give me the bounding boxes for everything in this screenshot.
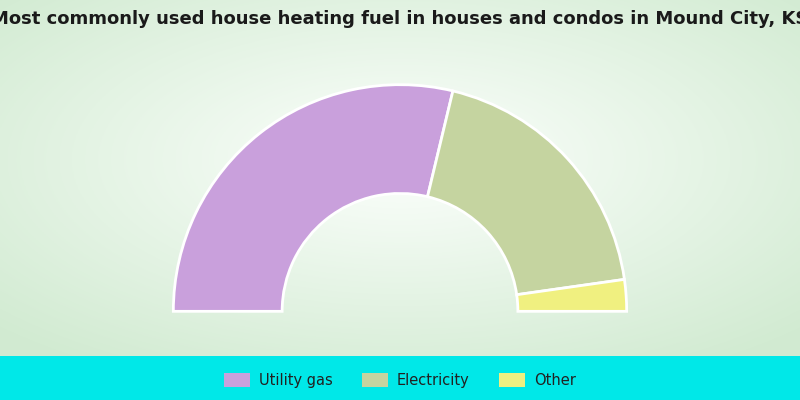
Wedge shape bbox=[427, 91, 625, 295]
Wedge shape bbox=[517, 279, 626, 311]
Legend: Utility gas, Electricity, Other: Utility gas, Electricity, Other bbox=[218, 367, 582, 394]
Wedge shape bbox=[174, 85, 453, 311]
Text: Most commonly used house heating fuel in houses and condos in Mound City, KS: Most commonly used house heating fuel in… bbox=[0, 10, 800, 28]
